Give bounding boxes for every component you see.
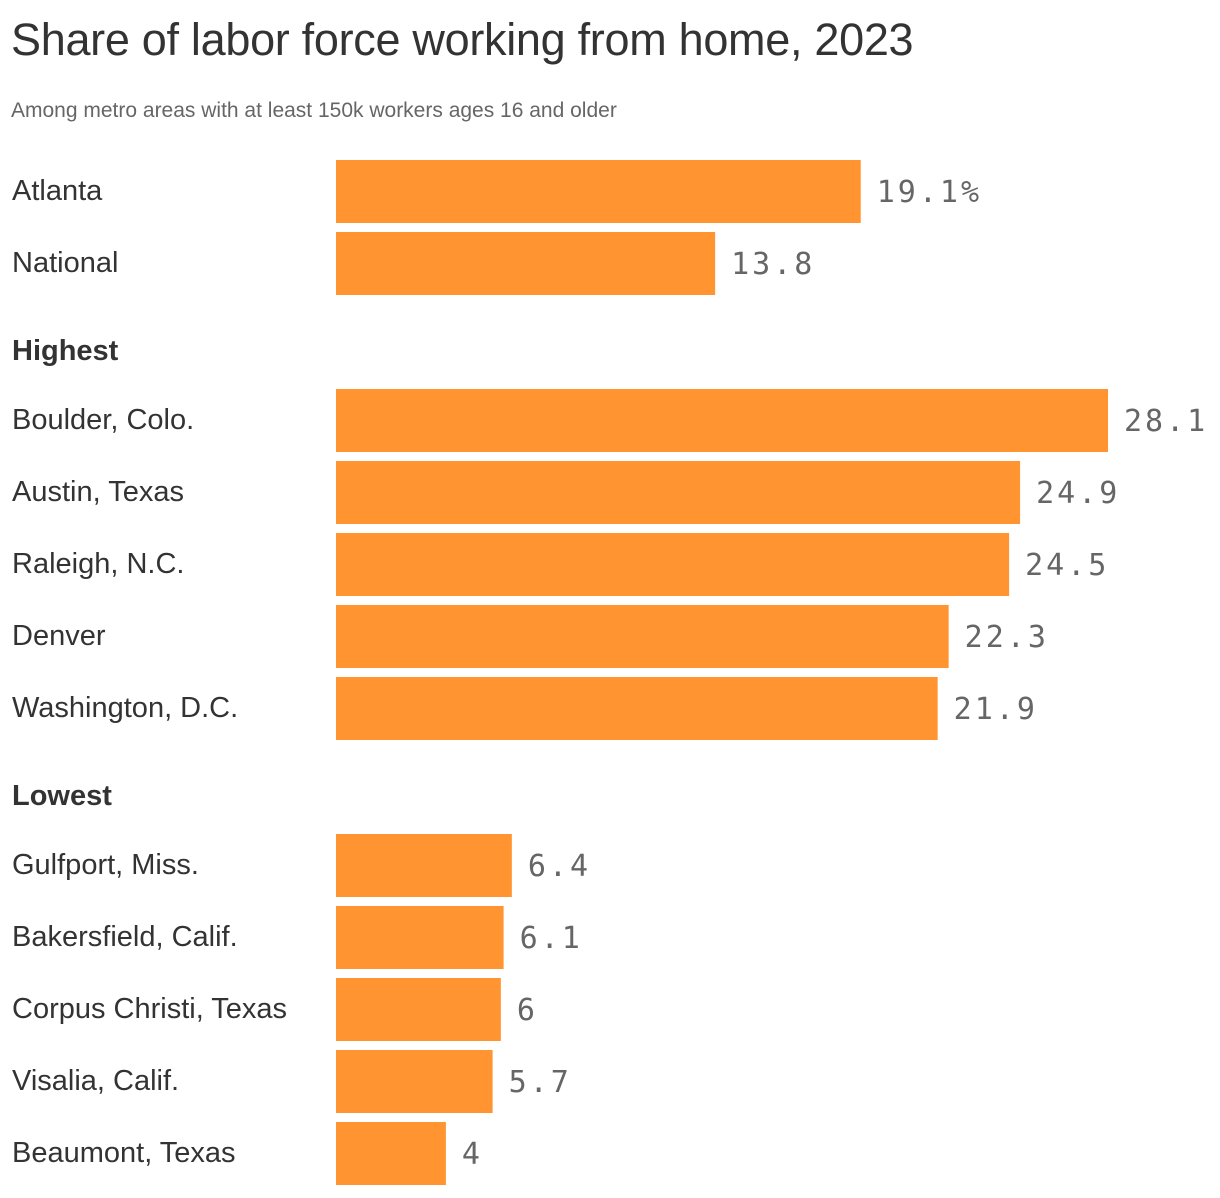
section-label-lowest: Lowest xyxy=(12,780,112,812)
value-label-bakersfield-calif: 6.1 xyxy=(520,921,583,956)
value-label-raleigh-n-c: 24.5 xyxy=(1025,548,1109,583)
value-label-national: 13.8 xyxy=(731,247,815,282)
category-label-boulder-colo: Boulder, Colo. xyxy=(12,404,194,436)
bar-washington-d-c xyxy=(336,677,938,740)
category-label-atlanta: Atlanta xyxy=(12,175,103,207)
bar-boulder-colo xyxy=(336,389,1108,452)
value-label-boulder-colo: 28.1 xyxy=(1124,404,1208,439)
category-label-visalia-calif: Visalia, Calif. xyxy=(12,1065,179,1097)
bar-corpus-christi-texas xyxy=(336,978,501,1041)
bar-gulfport-miss xyxy=(336,834,512,897)
bar-row-atlanta: Atlanta 19.1% xyxy=(12,160,982,223)
bar-row-bakersfield-calif: Bakersfield, Calif. 6.1 xyxy=(12,906,583,969)
bar-row-washington-d-c: Washington, D.C. 21.9 xyxy=(12,677,1038,740)
bar-beaumont-texas xyxy=(336,1122,446,1185)
value-label-washington-d-c: 21.9 xyxy=(954,692,1038,727)
bar-row-national: National 13.8 xyxy=(12,232,815,295)
category-label-washington-d-c: Washington, D.C. xyxy=(12,692,238,724)
chart-title: Share of labor force working from home, … xyxy=(11,14,914,65)
category-label-denver: Denver xyxy=(12,620,106,652)
value-label-gulfport-miss: 6.4 xyxy=(528,849,591,884)
bar-row-denver: Denver 22.3 xyxy=(12,605,1049,668)
category-label-raleigh-n-c: Raleigh, N.C. xyxy=(12,548,184,580)
chart-subtitle: Among metro areas with at least 150k wor… xyxy=(11,99,617,122)
bar-bakersfield-calif xyxy=(336,906,504,969)
bar-row-boulder-colo: Boulder, Colo. 28.1 xyxy=(12,389,1208,452)
category-label-austin-texas: Austin, Texas xyxy=(12,476,184,508)
bar-row-raleigh-n-c: Raleigh, N.C. 24.5 xyxy=(12,533,1109,596)
category-label-beaumont-texas: Beaumont, Texas xyxy=(12,1137,236,1169)
bar-row-beaumont-texas: Beaumont, Texas 4 xyxy=(12,1122,483,1185)
value-label-austin-texas: 24.9 xyxy=(1036,476,1120,511)
value-label-atlanta: 19.1% xyxy=(877,175,982,210)
bar-atlanta xyxy=(336,160,861,223)
value-label-visalia-calif: 5.7 xyxy=(509,1065,572,1100)
value-label-corpus-christi-texas: 6 xyxy=(517,993,538,1028)
bar-raleigh-n-c xyxy=(336,533,1010,596)
section-label-highest: Highest xyxy=(12,335,119,367)
bar-row-corpus-christi-texas: Corpus Christi, Texas 6 xyxy=(12,978,538,1041)
category-label-gulfport-miss: Gulfport, Miss. xyxy=(12,849,199,881)
bar-visalia-calif xyxy=(336,1050,493,1113)
category-label-corpus-christi-texas: Corpus Christi, Texas xyxy=(12,993,287,1025)
category-label-bakersfield-calif: Bakersfield, Calif. xyxy=(12,921,238,953)
bar-row-visalia-calif: Visalia, Calif. 5.7 xyxy=(12,1050,572,1113)
category-label-national: National xyxy=(12,247,118,279)
bar-row-gulfport-miss: Gulfport, Miss. 6.4 xyxy=(12,834,591,897)
value-label-denver: 22.3 xyxy=(965,620,1049,655)
bar-national xyxy=(336,232,716,295)
bar-austin-texas xyxy=(336,461,1021,524)
bar-row-austin-texas: Austin, Texas 24.9 xyxy=(12,461,1120,524)
bar-denver xyxy=(336,605,949,668)
value-label-beaumont-texas: 4 xyxy=(462,1137,483,1172)
